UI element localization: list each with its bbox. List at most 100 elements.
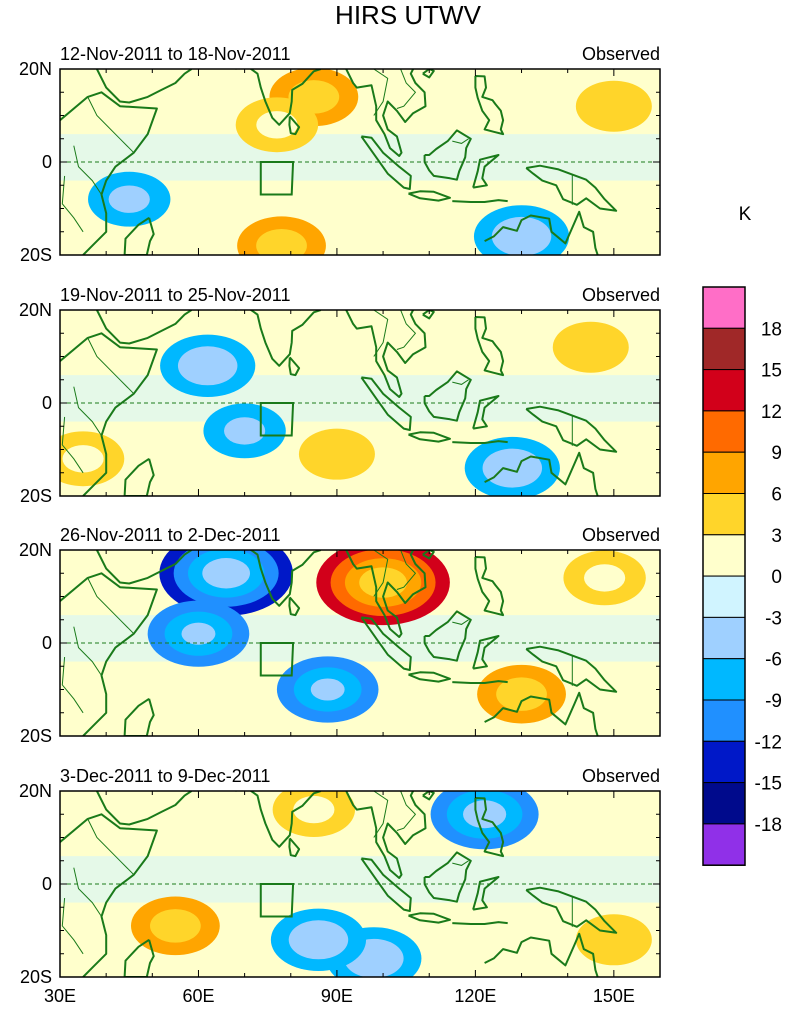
anomaly-contour: [288, 920, 349, 960]
latitude-label: 0: [42, 393, 52, 413]
latitude-label: 20N: [19, 59, 52, 79]
colorbar-swatch: [702, 616, 746, 660]
coastline: [288, 115, 301, 136]
longitude-axis: 30E 60E 90E 120E 150E: [44, 986, 635, 1006]
colorbar-label: 6: [771, 485, 782, 506]
country-border: [87, 577, 135, 635]
anomaly-contour: [256, 111, 298, 139]
panel-label: Observed: [582, 285, 660, 305]
country-border: [61, 897, 84, 955]
country-border: [328, 772, 349, 786]
country-border: [61, 656, 84, 714]
anomaly-contour: [108, 185, 150, 213]
country-border: [452, 379, 469, 385]
latitude-label: 20S: [20, 967, 52, 987]
coastline: [345, 550, 427, 638]
panel-label: Observed: [582, 525, 660, 545]
anomaly-contour: [310, 678, 345, 701]
anomaly-contour: [256, 228, 307, 255]
latitude-label: 20S: [20, 486, 52, 506]
panel-label: Observed: [582, 44, 660, 64]
coastline: [288, 596, 301, 617]
coastline: [474, 75, 505, 136]
coastline: [422, 550, 435, 560]
colorbar-swatch: [702, 823, 746, 866]
coastline: [235, 791, 322, 848]
colorbar-label: 9: [771, 443, 782, 464]
colorbar-swatch: [702, 493, 746, 536]
panel-label: Observed: [582, 766, 660, 786]
coastline: [472, 635, 500, 670]
coastline: [345, 69, 427, 157]
longitude-label: 60E: [182, 986, 214, 1006]
coastline: [235, 310, 322, 367]
coastline: [452, 199, 508, 203]
anomaly-contour: [202, 558, 251, 589]
anomaly-contour: [491, 216, 552, 255]
map-panel: 20N 0 20S 26-Nov-2011 to 2-Dec-2011 Observed: [19, 525, 661, 746]
colorbar-label: -18: [755, 815, 782, 836]
coastline: [413, 310, 433, 311]
country-border: [373, 69, 389, 116]
coastline: [60, 332, 158, 496]
colorbar-label: 18: [761, 319, 782, 340]
colorbar-swatch: [702, 451, 746, 495]
coastline: [360, 376, 412, 431]
study-region-box: [259, 402, 295, 437]
coastline: [360, 857, 412, 912]
colorbar-label: -6: [765, 650, 782, 671]
coastline: [123, 457, 155, 496]
coastline: [472, 876, 500, 911]
latitude-label: 20N: [19, 300, 52, 320]
coastline: [423, 610, 472, 662]
coastline: [525, 164, 618, 212]
anomaly-contour: [150, 909, 201, 943]
coastline: [408, 671, 451, 683]
latitude-label: 20N: [19, 540, 52, 560]
coastline: [408, 190, 451, 202]
country-border: [61, 416, 84, 474]
colorbar-swatch: [702, 286, 746, 329]
colorbar-label: 12: [761, 402, 782, 423]
coastline: [452, 921, 508, 925]
anomaly-contour: [177, 346, 238, 386]
colorbar-label: -3: [765, 608, 782, 629]
colorbar-frame: [702, 286, 746, 866]
coastline: [60, 572, 158, 736]
colorbar-label: -12: [755, 732, 782, 753]
country-border: [373, 310, 389, 357]
country-border: [61, 175, 84, 233]
coastline: [413, 550, 433, 551]
coastline: [123, 938, 155, 977]
coastline: [474, 797, 505, 858]
country-border: [452, 619, 469, 625]
anomaly-contour: [482, 448, 543, 488]
coastline: [484, 932, 599, 977]
country-border: [328, 531, 349, 545]
coastline: [474, 316, 505, 377]
study-region-box: [259, 883, 295, 918]
country-border: [87, 818, 135, 876]
colorbar-swatch: [702, 534, 746, 577]
anomaly-contour: [181, 622, 216, 645]
coastline: [235, 69, 322, 126]
coastline: [123, 697, 155, 736]
study-region-box: [259, 161, 295, 196]
coastline: [60, 813, 158, 977]
country-border: [73, 386, 102, 436]
latitude-label: 0: [42, 874, 52, 894]
colorbar: 18 15 12 9 6 3 0 -3 -6 -9 -12 -15 -18: [702, 286, 782, 866]
panel-date-range: 26-Nov-2011 to 2-Dec-2011: [60, 525, 280, 545]
coastline: [413, 69, 433, 70]
coastline: [423, 129, 472, 181]
coastline: [476, 770, 484, 782]
coastline: [422, 69, 435, 79]
coastline: [423, 851, 472, 903]
country-border: [73, 867, 102, 917]
coastline: [422, 791, 435, 801]
country-border: [73, 626, 102, 676]
coastline: [472, 395, 500, 430]
coastline: [288, 837, 301, 858]
coastline: [345, 310, 427, 398]
coastline: [423, 370, 472, 422]
